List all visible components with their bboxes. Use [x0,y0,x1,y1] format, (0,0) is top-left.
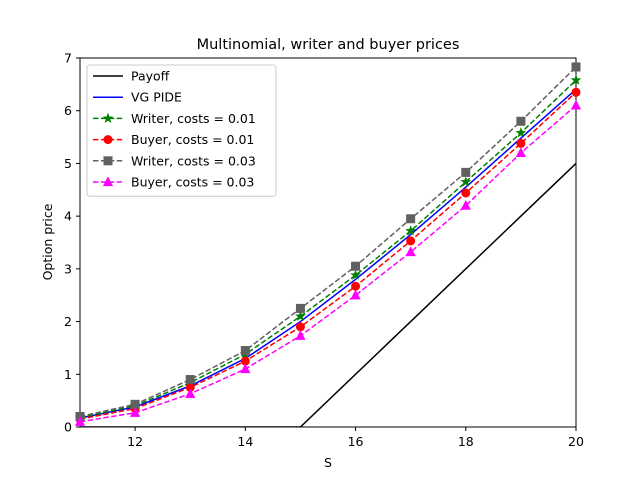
series-line-vg-pide [80,88,576,419]
legend-marker-buyer-costs-0-03 [102,176,114,187]
legend-marker-writer-costs-0-03 [103,156,113,166]
point-buyer-costs-0-03 [405,246,416,257]
legend-box [86,64,277,197]
point-writer-costs-0-03 [295,303,305,313]
point-writer-costs-0-03 [571,62,581,72]
series-line-writer-costs-0-01 [80,79,576,419]
point-writer-costs-0-01 [515,127,527,138]
y-tick-label: 3 [64,261,72,276]
point-writer-costs-0-03 [240,346,250,356]
y-axis-label: Option price [40,203,55,280]
marker-layer [74,62,582,426]
point-writer-costs-0-01 [460,176,472,187]
legend-marker-writer-costs-0-01 [102,112,114,123]
x-tick-label: 20 [568,434,584,449]
point-buyer-costs-0-03 [295,330,306,340]
legend-label-writer-costs-0-01: Writer, costs = 0.01 [131,111,256,126]
point-buyer-costs-0-03 [570,99,582,110]
point-writer-costs-0-03 [185,375,195,385]
point-buyer-costs-0-03 [185,388,196,398]
y-tick-label: 6 [64,103,72,118]
point-writer-costs-0-03 [516,116,526,126]
y-tick-label: 5 [64,156,72,171]
axes-frame [79,57,577,428]
point-buyer-costs-0-01 [351,281,361,291]
legend-label-vg-pide: VG PIDE [131,90,182,105]
point-buyer-costs-0-01 [295,322,305,332]
point-writer-costs-0-03 [461,167,471,177]
point-writer-costs-0-01 [350,269,361,280]
chart-title: Multinomial, writer and buyer prices [197,37,460,53]
legend-label-buyer-costs-0-01: Buyer, costs = 0.01 [131,132,254,147]
y-tick-label: 0 [64,420,72,435]
series-line-payoff [80,162,576,427]
x-axis-label: S [324,455,332,470]
y-tick-label: 7 [64,51,72,66]
point-writer-costs-0-03 [351,261,361,271]
legend-label-writer-costs-0-03: Writer, costs = 0.03 [131,153,256,168]
series-line-buyer-costs-0-03 [80,104,576,423]
point-writer-costs-0-01 [570,74,582,85]
series-line-writer-costs-0-03 [80,66,576,418]
series-layer [80,66,576,427]
legend: Payoff VG PIDE Writer, costs = 0.01 Buyer, … [86,64,277,197]
x-tick-label: 18 [458,434,474,449]
point-buyer-costs-0-03 [130,407,141,417]
legend-label-buyer-costs-0-03: Buyer, costs = 0.03 [131,175,254,190]
point-buyer-costs-0-03 [460,199,471,210]
point-buyer-costs-0-01 [461,188,471,198]
point-buyer-costs-0-01 [406,236,416,246]
point-writer-costs-0-01 [405,225,417,236]
point-buyer-costs-0-03 [74,416,86,426]
y-tick-label: 2 [64,314,72,329]
point-writer-costs-0-03 [406,214,416,224]
point-buyer-costs-0-03 [515,147,526,157]
y-tick-label: 4 [64,209,72,224]
point-buyer-costs-0-01 [516,138,526,148]
point-buyer-costs-0-03 [240,363,251,374]
legend-marker-buyer-costs-0-01 [103,135,113,145]
point-buyer-costs-0-03 [350,289,361,300]
series-line-buyer-costs-0-01 [80,91,576,420]
point-buyer-costs-0-01 [571,87,581,97]
x-tick-label: 16 [348,434,364,449]
plot-area [74,57,582,428]
point-writer-costs-0-01 [295,310,306,321]
x-tick-label: 14 [237,434,253,449]
legend-label-payoff: Payoff [131,69,170,84]
y-tick-label: 1 [64,367,72,382]
x-tick-label: 12 [127,434,143,449]
